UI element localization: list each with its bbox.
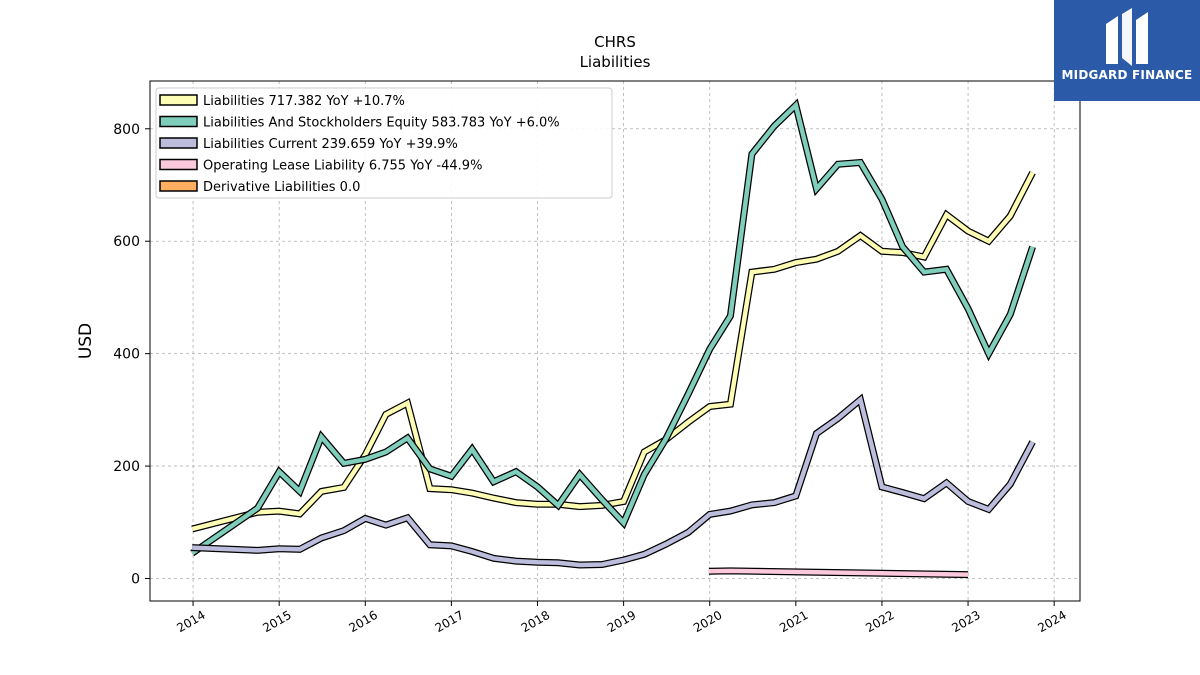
series-3	[709, 571, 968, 575]
x-tick-label: 2015	[260, 608, 293, 635]
series-line-outline	[192, 173, 1032, 529]
y-tick-label: 400	[113, 347, 140, 363]
x-tick-label: 2023	[949, 608, 982, 635]
x-tick-label: 2017	[433, 608, 466, 635]
legend-swatch	[160, 117, 197, 127]
y-tick-label: 800	[113, 122, 140, 138]
y-tick-label: 600	[113, 234, 140, 250]
y-tick-label: 0	[131, 572, 140, 588]
y-tick-label: 200	[113, 459, 140, 475]
x-tick-label: 2022	[863, 608, 896, 635]
chart-title: CHRS	[594, 33, 636, 51]
legend-item: Operating Lease Liability 6.755 YoY -44.…	[160, 159, 482, 174]
legend-item: Liabilities Current 239.659 YoY +39.9%	[160, 137, 458, 152]
x-tick-label: 2021	[777, 608, 810, 635]
x-tick-label: 2018	[519, 608, 552, 635]
legend-label: Liabilities Current 239.659 YoY +39.9%	[203, 137, 458, 152]
y-axis-label: USD	[76, 323, 96, 359]
x-tick-label: 2024	[1035, 608, 1068, 635]
legend-swatch	[160, 95, 197, 105]
axis-ticks: 2014 2015 2016 2017 2018 2019 2020 2021 2022 2023…	[113, 122, 1069, 635]
x-tick-label: 2019	[605, 608, 638, 635]
liabilities-chart: 2014 2015 2016 2017 2018 2019 2020 2021 2022 2023…	[0, 0, 1200, 675]
series-0	[192, 173, 1032, 529]
legend-label: Operating Lease Liability 6.755 YoY -44.…	[203, 159, 482, 174]
series-2	[192, 400, 1032, 565]
legend-swatch	[160, 160, 197, 170]
legend: Liabilities 717.382 YoY +10.7% Liabilitie…	[156, 88, 612, 198]
brand-name: MIDGARD FINANCE	[1054, 68, 1200, 82]
legend-label: Liabilities 717.382 YoY +10.7%	[203, 94, 405, 109]
x-tick-label: 2020	[691, 608, 724, 635]
x-tick-label: 2014	[174, 608, 207, 635]
legend-item: Liabilities And Stockholders Equity 583.…	[160, 116, 560, 131]
brand-logo: MIDGARD FINANCE	[1054, 0, 1200, 101]
brand-mark-icon	[1100, 8, 1154, 66]
legend-label: Liabilities And Stockholders Equity 583.…	[203, 116, 560, 131]
x-tick-label: 2016	[347, 608, 380, 635]
series-line	[192, 173, 1032, 529]
legend-swatch	[160, 181, 197, 191]
chart-subtitle: Liabilities	[580, 53, 651, 71]
legend-label: Derivative Liabilities 0.0	[203, 180, 360, 195]
legend-swatch	[160, 138, 197, 148]
series-line	[192, 400, 1032, 565]
